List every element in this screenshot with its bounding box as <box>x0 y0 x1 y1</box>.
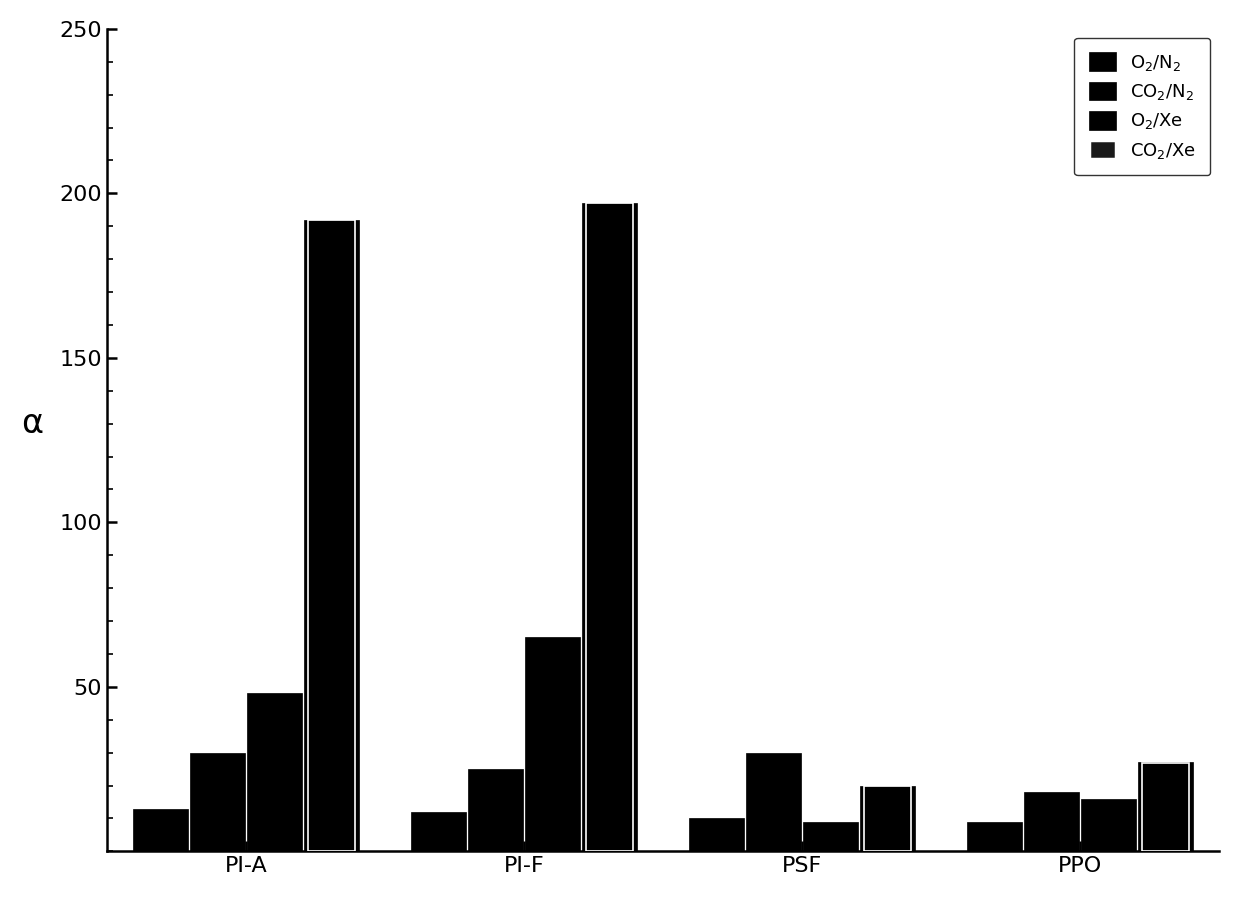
Bar <box>802 822 858 851</box>
Bar <box>133 808 188 851</box>
Bar <box>1081 798 1136 851</box>
Bar <box>304 220 360 851</box>
Bar <box>587 204 632 851</box>
Bar <box>859 786 915 851</box>
Bar <box>525 638 580 851</box>
Bar <box>582 204 637 851</box>
Bar <box>1024 792 1080 851</box>
Bar <box>309 220 355 851</box>
Bar <box>689 818 744 851</box>
Bar <box>247 693 303 851</box>
Bar <box>864 786 911 851</box>
Y-axis label: α: α <box>21 407 43 440</box>
Bar <box>410 812 466 851</box>
Legend: O$_2$/N$_2$, CO$_2$/N$_2$, O$_2$/Xe, CO$_2$/Xe: O$_2$/N$_2$, CO$_2$/N$_2$, O$_2$/Xe, CO$… <box>1074 38 1210 175</box>
Bar <box>1138 762 1193 851</box>
Bar <box>967 822 1023 851</box>
Bar <box>467 769 523 851</box>
Bar <box>745 753 801 851</box>
Bar <box>190 753 246 851</box>
Bar <box>1142 762 1189 851</box>
